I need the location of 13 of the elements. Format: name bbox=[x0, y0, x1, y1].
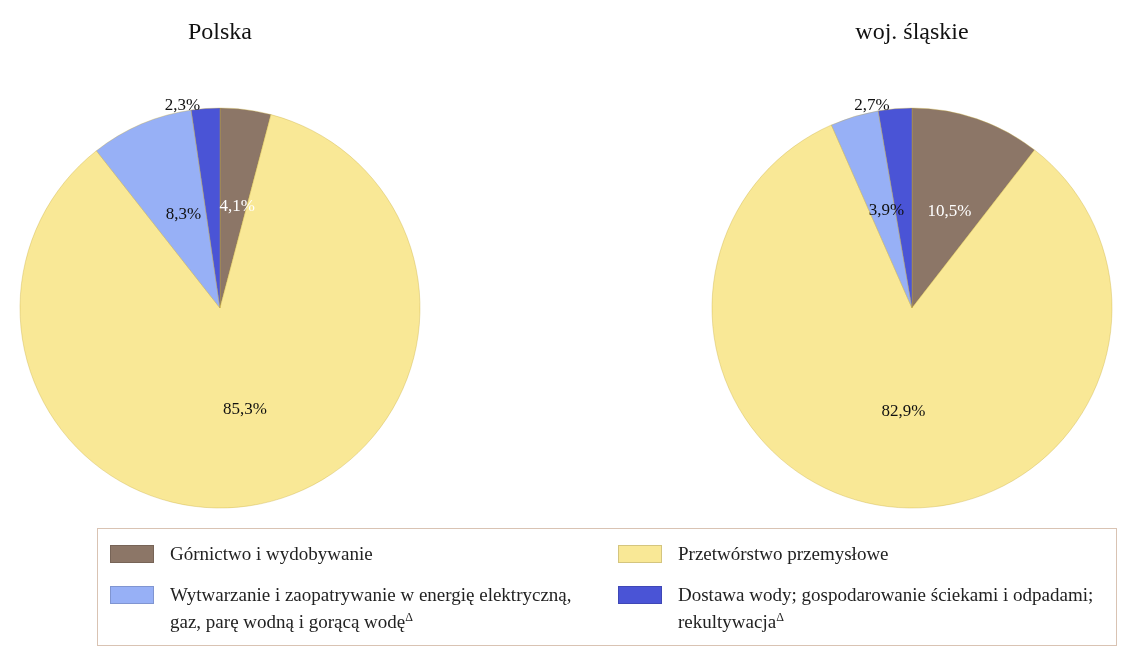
legend-label: Górnictwo i wydobywanie bbox=[170, 543, 373, 565]
data-label: 2,7% bbox=[854, 95, 890, 115]
legend-label: Przetwórstwo przemysłowe bbox=[678, 543, 889, 565]
data-label: 82,9% bbox=[881, 400, 926, 420]
chart-title: Polska bbox=[187, 18, 253, 44]
legend-label: Wytwarzanie i zaopatrywanie w energię elektryczną, gaz, parę wodną i gorącą wodę$^{Δ}$ bbox=[170, 584, 573, 634]
data-label: 2,3% bbox=[164, 95, 201, 115]
data-label: 85,3% bbox=[222, 399, 267, 419]
legend-label: Dostawa wody; gospodarowanie ściekami i odpadami; rekultywacja$^{Δ}$ bbox=[678, 584, 1095, 634]
data-label: 10,5% bbox=[927, 201, 972, 221]
data-label: 8,3% bbox=[165, 203, 202, 223]
data-label: 3,9% bbox=[868, 199, 905, 219]
chart-title: woj. śląskie bbox=[855, 18, 969, 44]
